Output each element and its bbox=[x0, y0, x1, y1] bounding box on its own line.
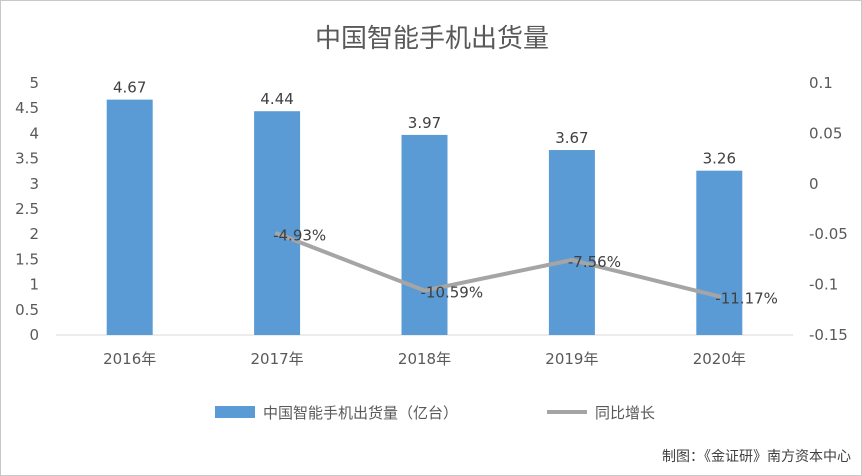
bar bbox=[548, 150, 595, 335]
category-label: 2018年 bbox=[398, 350, 451, 368]
growth-point bbox=[422, 288, 427, 293]
left-tick-label: 4.5 bbox=[15, 99, 39, 117]
bar-series bbox=[106, 99, 743, 335]
legend-bar-label: 中国智能手机出货量（亿台） bbox=[263, 404, 458, 422]
left-tick-label: 2 bbox=[29, 225, 39, 243]
chart-title: 中国智能手机出货量 bbox=[315, 24, 549, 54]
right-tick-label: -0.05 bbox=[809, 225, 848, 243]
left-tick-label: 2.5 bbox=[15, 200, 39, 218]
bar-value-label: 4.44 bbox=[260, 90, 293, 108]
growth-value-label: -10.59% bbox=[421, 284, 484, 302]
left-tick-label: 0.5 bbox=[15, 301, 39, 319]
right-axis: -0.15 -0.1 -0.05 0 0.05 0.1 bbox=[809, 74, 848, 344]
growth-value-label: -7.56% bbox=[568, 253, 621, 271]
right-tick-label: -0.1 bbox=[809, 276, 838, 294]
bar-value-label: 3.26 bbox=[703, 150, 736, 168]
right-tick-label: -0.15 bbox=[809, 326, 848, 344]
left-tick-label: 0 bbox=[29, 326, 39, 344]
left-tick-label: 1 bbox=[29, 276, 39, 294]
category-labels: 2016年 2017年 2018年 2019年 2020年 bbox=[103, 350, 746, 368]
chart-credit: 制图：《金证研》南方资本中心 bbox=[662, 449, 851, 465]
left-tick-label: 1.5 bbox=[15, 250, 39, 268]
category-label: 2017年 bbox=[251, 350, 304, 368]
right-tick-label: 0.05 bbox=[809, 124, 842, 142]
growth-value-label: -11.17% bbox=[715, 289, 778, 307]
growth-line bbox=[275, 231, 722, 299]
line-series bbox=[275, 231, 722, 299]
left-tick-label: 3.5 bbox=[15, 150, 39, 168]
bar bbox=[106, 99, 153, 335]
legend-line-label: 同比增长 bbox=[595, 404, 655, 422]
left-tick-label: 4 bbox=[29, 124, 39, 142]
bar bbox=[401, 134, 448, 335]
left-tick-label: 3 bbox=[29, 175, 39, 193]
bar-data-labels: 4.67 4.44 3.97 3.67 3.26 bbox=[113, 79, 736, 168]
category-label: 2020年 bbox=[693, 350, 746, 368]
line-data-labels: -4.93% -10.59% -7.56% -11.17% bbox=[273, 226, 778, 307]
right-tick-label: 0 bbox=[809, 175, 819, 193]
bar-value-label: 3.67 bbox=[555, 129, 588, 147]
category-label: 2016年 bbox=[103, 350, 156, 368]
left-tick-label: 5 bbox=[29, 74, 39, 92]
bar bbox=[254, 111, 301, 335]
growth-point bbox=[569, 258, 574, 263]
bar-value-label: 3.97 bbox=[408, 114, 441, 132]
bar-value-label: 4.67 bbox=[113, 79, 146, 97]
category-label: 2019年 bbox=[545, 350, 598, 368]
right-tick-label: 0.1 bbox=[809, 74, 833, 92]
left-axis: 0 0.5 1 1.5 2 2.5 3 3.5 4 4.5 5 bbox=[15, 74, 39, 344]
legend-bar-swatch bbox=[215, 406, 255, 418]
legend: 中国智能手机出货量（亿台） 同比增长 bbox=[215, 404, 655, 422]
bar bbox=[696, 170, 743, 335]
growth-point bbox=[275, 231, 280, 236]
growth-value-label: -4.93% bbox=[273, 226, 326, 244]
growth-point bbox=[717, 294, 722, 299]
